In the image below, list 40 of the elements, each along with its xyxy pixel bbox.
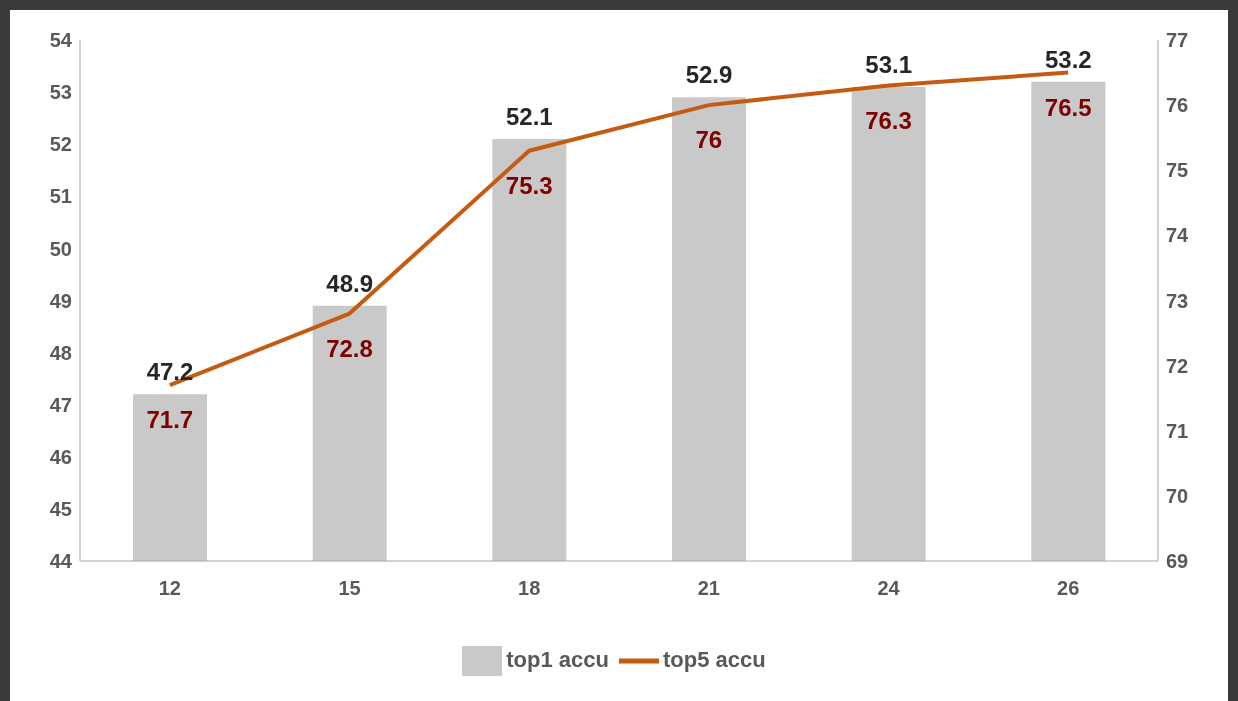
data-label: 75.3	[505, 171, 553, 199]
legend-label: top5 accu	[663, 646, 766, 672]
y-tick-label: 50	[49, 237, 72, 260]
y2-tick-label: 77	[1166, 29, 1189, 52]
data-label: 52.9	[685, 61, 733, 89]
y-tick-label: 49	[49, 289, 72, 312]
data-label: 48.9	[326, 269, 374, 297]
x-tick-label: 24	[877, 577, 901, 600]
y-tick-label: 53	[49, 81, 72, 104]
y2-tick-label: 69	[1166, 550, 1189, 573]
x-tick-label: 15	[338, 577, 361, 600]
x-tick-label: 18	[518, 577, 541, 600]
x-tick-label: 21	[697, 577, 720, 600]
data-label: 53.2	[1044, 45, 1092, 73]
y-tick-label: 48	[49, 341, 72, 364]
x-tick-label: 26	[1057, 577, 1080, 600]
x-tick-label: 12	[158, 577, 181, 600]
y-tick-label: 44	[49, 550, 73, 573]
data-label: 72.8	[326, 334, 373, 362]
data-label: 47.2	[146, 358, 194, 386]
data-label: 52.1	[505, 102, 553, 130]
y2-tick-label: 75	[1166, 159, 1189, 182]
y-tick-label: 46	[49, 445, 72, 468]
y-tick-label: 45	[49, 498, 72, 520]
y2-tick-label: 70	[1166, 484, 1189, 507]
y-tick-label: 47	[49, 393, 72, 416]
y2-tick-label: 76	[1166, 94, 1189, 117]
data-label: 71.7	[146, 406, 194, 434]
y-tick-label: 54	[49, 29, 73, 52]
legend-label: top1 accu	[506, 646, 609, 672]
y2-tick-label: 72	[1166, 354, 1189, 377]
data-label: 76	[695, 126, 723, 154]
y2-tick-label: 74	[1166, 224, 1190, 247]
y2-tick-label: 73	[1166, 289, 1189, 312]
y-tick-label: 52	[49, 133, 72, 156]
data-label: 76.5	[1044, 93, 1092, 121]
data-label: 76.3	[865, 106, 912, 134]
data-label: 53.1	[865, 50, 913, 78]
y-tick-label: 51	[49, 185, 72, 208]
y2-tick-label: 71	[1166, 419, 1189, 442]
